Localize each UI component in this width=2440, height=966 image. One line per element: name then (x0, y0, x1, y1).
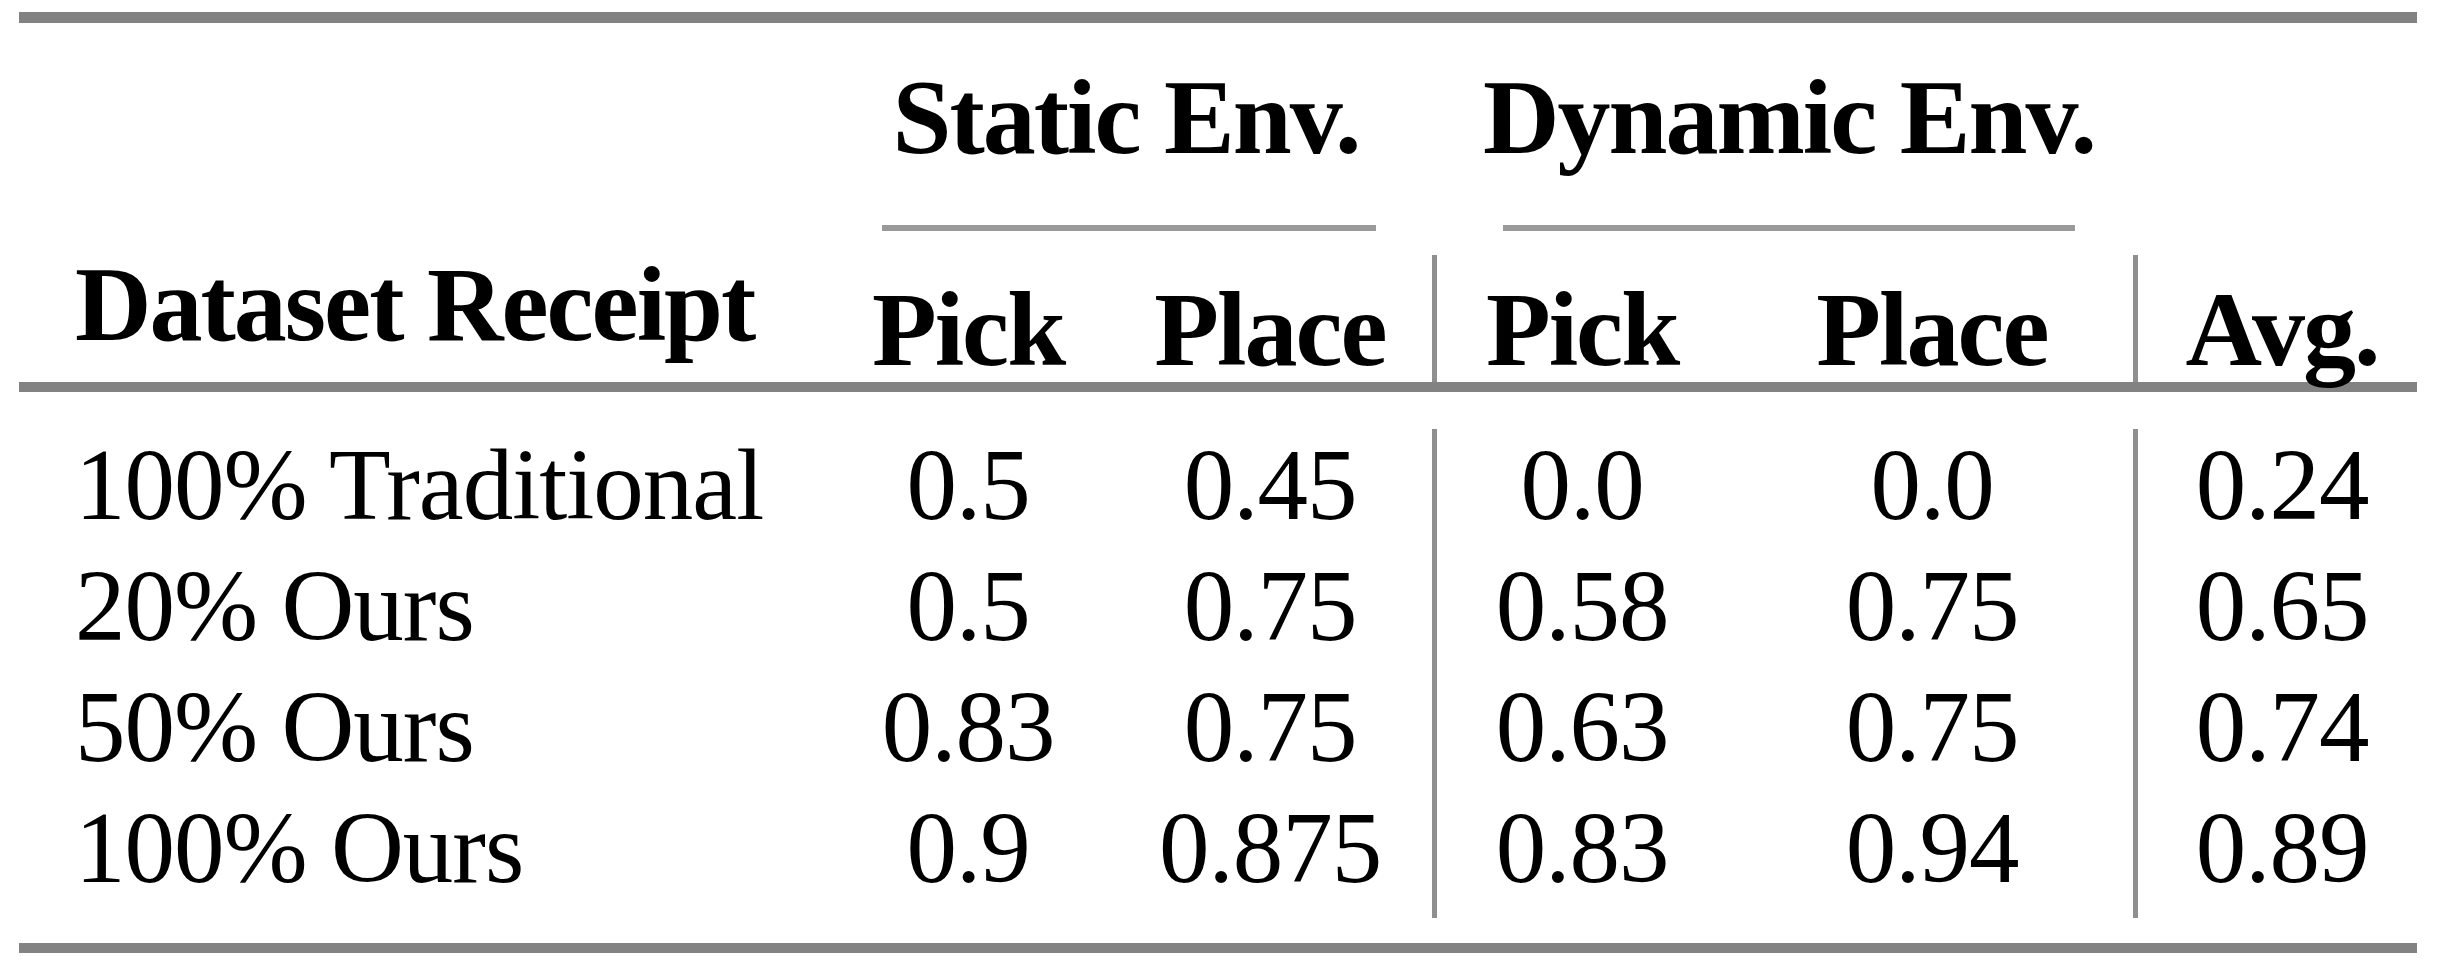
cell-static-place: 0.75 (1184, 556, 1357, 657)
row-label: 50% Ours (75, 677, 474, 778)
column-header-dynamic-pick: Pick (1486, 277, 1678, 383)
cell-dynamic-pick: 0.63 (1496, 677, 1669, 778)
cell-avg: 0.65 (2196, 556, 2369, 657)
cell-avg: 0.74 (2196, 677, 2369, 778)
cell-dynamic-pick: 0.83 (1496, 798, 1669, 899)
cell-avg: 0.89 (2196, 798, 2369, 899)
cell-static-pick: 0.83 (882, 677, 1055, 778)
column-header-dynamic-place: Place (1816, 277, 2047, 383)
column-header-dataset-receipt: Dataset Receipt (75, 252, 754, 358)
row-label: 20% Ours (75, 556, 474, 657)
cell-static-pick: 0.5 (906, 435, 1029, 536)
cell-dynamic-place: 0.75 (1846, 556, 2019, 657)
cell-static-place: 0.75 (1184, 677, 1357, 778)
row-label: 100% Traditional (75, 435, 763, 536)
column-header-static-pick: Pick (872, 277, 1064, 383)
column-separator (1432, 255, 1437, 382)
table-top-rule (19, 12, 2417, 23)
column-separator (1432, 429, 1437, 918)
group-header-dynamic-env: Dynamic Env. (1483, 65, 2095, 171)
cell-dynamic-pick: 0.0 (1520, 435, 1643, 536)
group-header-static-env: Static Env. (893, 65, 1360, 171)
cell-dynamic-place: 0.0 (1870, 435, 1993, 536)
paper-results-table: Static Env. Dynamic Env. Dataset Receipt… (0, 0, 2440, 966)
column-header-avg: Avg. (2185, 277, 2378, 383)
cell-avg: 0.24 (2196, 435, 2369, 536)
cell-dynamic-place: 0.75 (1846, 677, 2019, 778)
column-separator (2133, 255, 2138, 382)
cell-static-pick: 0.9 (906, 798, 1029, 899)
cell-dynamic-pick: 0.58 (1496, 556, 1669, 657)
cell-static-pick: 0.5 (906, 556, 1029, 657)
column-separator (2133, 429, 2138, 918)
table-bottom-rule (19, 943, 2417, 953)
cell-static-place: 0.875 (1159, 798, 1381, 899)
cell-dynamic-place: 0.94 (1846, 798, 2019, 899)
row-label: 100% Ours (75, 798, 523, 899)
static-env-cmidrule (882, 225, 1376, 231)
dynamic-env-cmidrule (1503, 225, 2075, 231)
column-header-static-place: Place (1154, 277, 1385, 383)
cell-static-place: 0.45 (1184, 435, 1357, 536)
